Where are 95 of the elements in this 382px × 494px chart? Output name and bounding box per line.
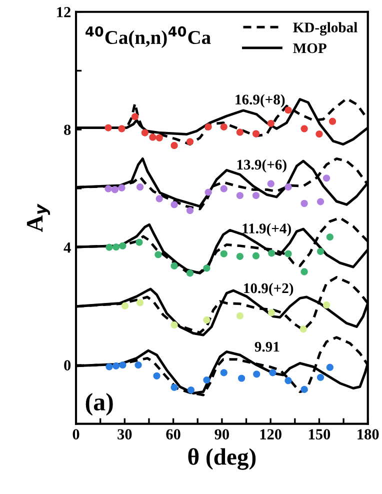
- point: [141, 129, 148, 136]
- annotation: $^{40}$Ca(n,n)$^{40}$Ca: [86, 26, 211, 48]
- annotation: 16.9(+8): [236, 94, 285, 108]
- point: [119, 242, 126, 250]
- x-tick-label: 30: [118, 429, 132, 440]
- point: [112, 243, 120, 251]
- x-tick-label: 180: [358, 429, 379, 440]
- point: [203, 376, 210, 384]
- x-tick-label: 120: [260, 429, 282, 440]
- point: [236, 192, 244, 200]
- x-tick-label: 0: [72, 429, 80, 440]
- point: [203, 316, 210, 324]
- point: [252, 192, 260, 200]
- point: [269, 369, 276, 376]
- y-tick-label: 12: [57, 7, 70, 18]
- point: [149, 134, 156, 141]
- point: [106, 244, 113, 251]
- annotation: 10.9(+2): [244, 282, 294, 296]
- point: [252, 252, 260, 260]
- point: [111, 186, 118, 194]
- x-tick-label: 90: [214, 429, 229, 440]
- point: [284, 183, 292, 190]
- point: [186, 138, 194, 146]
- y-axis-title: A$_{y}$: [26, 204, 50, 232]
- point: [322, 301, 330, 308]
- x-tick-label: 60: [166, 429, 180, 440]
- legend-label: MOP: [293, 43, 326, 54]
- annotation: 13.9(+6): [237, 159, 286, 173]
- point: [204, 123, 212, 130]
- point: [316, 198, 324, 206]
- point: [268, 250, 276, 257]
- point: [154, 251, 162, 258]
- point: [170, 262, 178, 270]
- point: [170, 142, 178, 149]
- point: [220, 250, 228, 258]
- annotation: 9.91: [254, 342, 280, 352]
- point: [236, 252, 244, 260]
- point: [118, 125, 126, 132]
- point: [136, 238, 143, 246]
- point: [170, 201, 178, 208]
- point: [284, 377, 292, 384]
- point: [238, 374, 246, 382]
- point: [316, 374, 324, 381]
- point: [170, 384, 178, 391]
- annotation: (a): [86, 392, 113, 416]
- point: [104, 185, 112, 192]
- point: [220, 185, 228, 192]
- point: [220, 369, 228, 376]
- point: [134, 361, 142, 369]
- point: [186, 206, 194, 214]
- point: [119, 361, 126, 369]
- point: [326, 233, 334, 241]
- point: [284, 106, 292, 114]
- point: [136, 183, 144, 190]
- point: [156, 195, 163, 202]
- point: [187, 386, 195, 394]
- point: [203, 264, 210, 272]
- point: [253, 370, 260, 378]
- y-tick-label: 4: [64, 242, 71, 253]
- point: [236, 312, 244, 320]
- point: [136, 299, 144, 306]
- point: [104, 124, 112, 132]
- point: [156, 134, 163, 142]
- point: [170, 321, 178, 329]
- point: [326, 364, 334, 371]
- point: [284, 250, 292, 258]
- point: [106, 363, 113, 370]
- point: [316, 248, 324, 255]
- point: [267, 180, 274, 188]
- annotation: 11.9(+4): [242, 223, 291, 236]
- point: [328, 118, 336, 125]
- x-tick-label: 150: [308, 429, 330, 440]
- legend-label: KD-global: [293, 22, 358, 36]
- point: [300, 326, 307, 333]
- point: [112, 362, 120, 370]
- point: [220, 123, 228, 130]
- x-axis-title: θ (deg): [188, 448, 256, 470]
- point: [131, 113, 139, 120]
- point: [204, 188, 212, 196]
- point: [186, 270, 194, 277]
- point: [300, 386, 308, 393]
- point: [236, 128, 244, 136]
- point: [121, 302, 129, 310]
- point: [153, 372, 160, 380]
- point: [300, 200, 308, 207]
- point: [267, 120, 274, 127]
- point: [300, 125, 308, 132]
- point: [252, 130, 260, 138]
- y-tick-label: 0: [64, 360, 71, 370]
- point: [118, 184, 126, 192]
- y-tick-label: 8: [64, 124, 71, 136]
- point: [316, 130, 323, 138]
- point: [300, 268, 308, 276]
- point: [268, 309, 276, 316]
- point: [322, 174, 330, 182]
